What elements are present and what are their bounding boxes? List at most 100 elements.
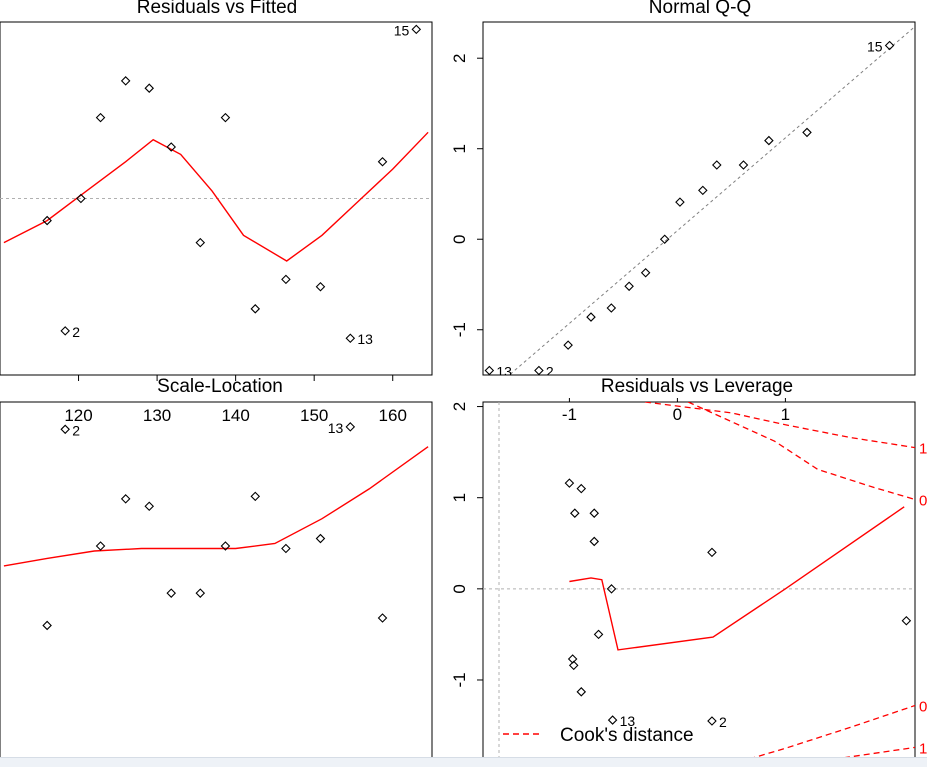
rvf-smooth-line [3, 131, 429, 262]
rvl-point-14 [902, 390, 910, 398]
rvl-point-label-15: 15 [884, 387, 900, 403]
panel-residuals-vs-fitted: 2 13 15 120 130 140 150 160 [0, 22, 432, 425]
qq-point-1 [534, 365, 544, 375]
panel-residuals-vs-leverage: 13 2 15 1 0 0 1 -1 0 1 -1 0 1 2 [450, 387, 927, 762]
rvl-point-4 [589, 536, 600, 547]
rvl-x-tick-label--1: -1 [562, 405, 577, 424]
panel-frame-rvl [482, 401, 916, 763]
sl-point-11 [315, 533, 326, 544]
rvl-point-12 [707, 716, 717, 726]
sl-point-3 [95, 541, 106, 551]
rvf-point-11 [315, 281, 326, 292]
qq-point-6 [640, 267, 651, 278]
rvf-x-tick-label-140: 140 [221, 406, 249, 425]
rvf-point-4 [120, 76, 131, 86]
panel-frame-qq [482, 21, 916, 376]
qq-point-label-2: 2 [546, 363, 554, 379]
rvl-point-6 [593, 629, 604, 640]
sl-point-label-13: 13 [328, 420, 344, 436]
qq-reference-line [508, 26, 915, 375]
sl-point-8 [220, 541, 231, 551]
rvf-point-7 [195, 237, 206, 248]
rvf-x-tick-label-160: 160 [379, 406, 407, 425]
rvl-point-1 [576, 483, 587, 494]
sl-smooth-line [3, 446, 429, 567]
qq-y-tick-label-2: 2 [450, 53, 469, 62]
rvl-point-3 [589, 508, 600, 518]
rvl-point-13 [901, 615, 912, 626]
qq-y-tick-label-0: 0 [450, 234, 469, 243]
panel-frame-sl [0, 401, 433, 763]
rvf-plot-area: 2 13 15 [0, 22, 432, 347]
rvl-point-label-13: 13 [620, 713, 636, 729]
rvf-point-14 [411, 24, 422, 35]
rvl-point-11 [707, 547, 717, 558]
rvf-point-3 [95, 112, 106, 123]
qq-point-13 [802, 127, 812, 138]
rvf-x-tick-label-120: 120 [64, 406, 92, 425]
legend-cook-label: Cook's distance [560, 725, 694, 746]
rvf-point-9 [250, 304, 261, 314]
qq-point-5 [624, 281, 634, 292]
qq-point-2 [563, 340, 573, 350]
sl-plot-area: 2 13 15 [3, 368, 429, 762]
qq-plot-area: 13 2 15 [484, 26, 915, 379]
rvl-point-label-2: 2 [719, 714, 727, 730]
rvl-x-tick-label-1: 1 [781, 405, 790, 424]
rvf-point-label-2: 2 [72, 324, 80, 340]
title-residuals-vs-fitted: Residuals vs Fitted [137, 0, 298, 18]
rvf-point-1 [60, 326, 70, 336]
qq-point-0 [484, 365, 495, 375]
title-normal-qq: Normal Q-Q [649, 0, 751, 18]
qq-point-9 [698, 185, 708, 196]
rvf-point-13 [377, 156, 388, 167]
qq-point-12 [764, 135, 774, 146]
rvl-x-tick-label-0: 0 [673, 405, 682, 424]
rvf-point-8 [220, 112, 231, 123]
sl-point-0 [42, 620, 52, 631]
panel-frame-rvf [0, 21, 433, 376]
title-residuals-vs-leverage: Residuals vs Leverage [601, 376, 793, 397]
sl-point-7 [195, 588, 206, 598]
panel-scale-location: 2 13 15 [3, 368, 429, 762]
rvf-point-12 [345, 333, 356, 344]
sl-point-label-2: 2 [72, 422, 80, 438]
qq-point-7 [659, 234, 670, 245]
sl-point-12 [345, 422, 356, 432]
qq-point-label-13: 13 [496, 363, 512, 379]
rvf-point-label-13: 13 [357, 331, 373, 347]
cook-contour-0 [644, 402, 915, 449]
qq-point-label-15: 15 [867, 39, 883, 55]
sl-point-1 [60, 424, 70, 435]
sl-point-4 [120, 494, 131, 504]
cook-contour-label-2: 0 [919, 698, 927, 715]
rvl-point-5 [606, 584, 617, 594]
qq-y-tick-label--1: -1 [450, 322, 469, 337]
rvf-point-6 [166, 142, 177, 152]
rvf-point-label-15: 15 [394, 22, 410, 38]
cook-contour-label-0: 1 [919, 441, 927, 458]
rvl-point-10 [607, 715, 618, 725]
qq-point-8 [675, 197, 685, 207]
sl-point-6 [166, 588, 177, 598]
sl-point-13 [377, 613, 388, 623]
rvl-plot-area: 13 2 15 [483, 387, 915, 762]
rvf-point-0 [42, 215, 52, 226]
rvf-x-tick-label-150: 150 [300, 406, 328, 425]
rvf-point-2 [76, 193, 86, 204]
cook-contour-label-3: 1 [919, 740, 927, 757]
qq-point-10 [712, 160, 722, 170]
sl-point-label-15: 15 [394, 368, 410, 384]
rvf-x-tick-label-130: 130 [143, 406, 171, 425]
qq-y-tick-label-1: 1 [450, 144, 469, 153]
rvf-point-10 [281, 274, 291, 285]
rvl-y-tick-label-1: 1 [450, 493, 469, 502]
qq-point-3 [586, 312, 596, 322]
title-scale-location: Scale-Location [157, 376, 283, 397]
rvl-y-tick-label-0: 0 [450, 584, 469, 593]
qq-point-11 [738, 160, 749, 170]
rvl-smooth-line [569, 506, 905, 651]
window-status-strip [0, 757, 927, 767]
rvl-point-2 [570, 508, 580, 518]
